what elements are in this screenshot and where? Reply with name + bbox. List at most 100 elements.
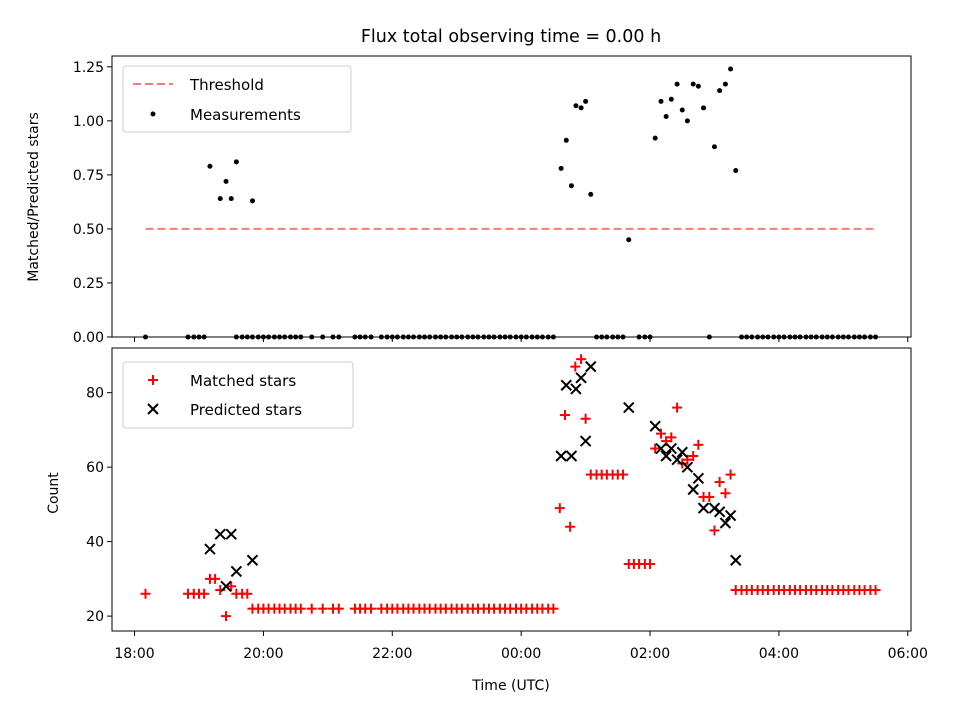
predicted-star-point (660, 450, 672, 462)
legend-threshold-label: Threshold (189, 76, 264, 94)
matched-star-point (725, 469, 736, 480)
measurement-point (658, 98, 664, 104)
chart-title: Flux total observing time = 0.00 h (361, 27, 661, 47)
measurement-point (728, 66, 734, 72)
x-tick-label: 22:00 (372, 646, 412, 662)
legend-predicted-swatch (147, 403, 159, 415)
x-tick-label: 00:00 (501, 646, 541, 662)
matched-star-point (666, 432, 677, 443)
matched-star-point (559, 410, 570, 421)
legend-matched-label: Matched stars (190, 372, 296, 390)
predicted-star-point (570, 383, 582, 395)
top-y-tick-label: 0.50 (73, 222, 104, 238)
predicted-star-point (225, 528, 237, 540)
matched-star-point (306, 603, 317, 614)
measurement-point (652, 135, 658, 141)
measurement-point (573, 103, 579, 109)
matched-star-point (720, 488, 731, 499)
legend-measurements-label: Measurements (190, 106, 301, 124)
top-axes-frame (111, 55, 912, 338)
measurement-point (578, 105, 584, 111)
matched-star-point (199, 588, 210, 599)
measurement-point (711, 144, 717, 150)
measurement-point (733, 168, 739, 174)
measurement-point (558, 165, 564, 171)
bottom-y-tick-label: 60 (86, 460, 104, 476)
matched-star-point (333, 603, 344, 614)
x-tick-label: 18:00 (114, 646, 154, 662)
measurement-point (207, 163, 213, 169)
matched-star-point (210, 573, 221, 584)
matched-star-point (709, 525, 720, 536)
predicted-star-point (687, 483, 699, 496)
legend-matched-swatch (148, 375, 158, 385)
measurement-point (588, 191, 594, 197)
matched-star-point (580, 413, 591, 424)
top-y-tick-label: 0.25 (73, 276, 104, 292)
matched-star-point (693, 439, 704, 450)
x-tick-label: 04:00 (759, 646, 799, 662)
bottom-y-axis-label: Count (46, 472, 62, 514)
bottom-y-tick-label: 40 (86, 535, 104, 551)
predicted-star-point (649, 420, 661, 432)
predicted-star-point (623, 401, 635, 414)
matched-star-point (366, 603, 377, 614)
measurement-point (684, 118, 690, 124)
matched-star-point (295, 603, 306, 614)
matched-star-point (714, 477, 725, 488)
top-y-tick-label: 0.75 (73, 168, 104, 184)
bottom-y-ticks: 20 40 60 80 (86, 386, 112, 625)
predicted-star-point (681, 461, 694, 473)
predicted-star-point (555, 450, 567, 462)
measurement-point (626, 237, 632, 243)
bottom-y-tick-label: 80 (86, 386, 104, 402)
bottom-axes-frame (111, 347, 912, 632)
measurement-point (563, 137, 569, 143)
predicted-star-point (575, 372, 587, 384)
measurement-point (674, 81, 680, 87)
measurement-point (223, 178, 229, 184)
predicted-star-point (692, 472, 705, 485)
matched-star-point (645, 558, 656, 569)
bottom-y-tick-label: 20 (86, 609, 104, 625)
bottom-legend: Matched stars Predicted stars (122, 361, 354, 429)
bottom-x-ticks: 18:00 20:00 22:00 00:00 02:00 04:00 06:00 (114, 631, 928, 662)
measurement-point (679, 107, 685, 113)
x-axis-label: Time (UTC) (471, 678, 549, 694)
measurement-point (217, 196, 223, 202)
predicted-star-point (724, 509, 737, 522)
matched-star-point (650, 443, 661, 454)
x-tick-label: 20:00 (243, 646, 283, 662)
predicted-star-point (560, 379, 572, 391)
legend-measurements-swatch (150, 111, 156, 117)
x-tick-label: 06:00 (888, 646, 928, 662)
matched-star-point (242, 588, 253, 599)
matched-star-point (140, 588, 151, 599)
measurement-point (701, 105, 707, 111)
predicted-star-point (719, 517, 732, 529)
predicted-star-point (665, 442, 678, 455)
matched-star-point (565, 521, 576, 532)
matched-star-point (221, 611, 232, 622)
top-panel: Flux total observing time = 0.00 h 0.000… (26, 27, 912, 346)
matched-star-point (655, 428, 666, 439)
predicted-star-point (671, 454, 683, 466)
top-legend-box (122, 65, 352, 133)
x-tick-label: 02:00 (630, 646, 670, 662)
measurement-point (722, 81, 728, 87)
bottom-count-points (140, 354, 881, 622)
top-legend: Threshold Measurements (122, 65, 352, 133)
top-y-axis-label: Matched/Predicted stars (26, 112, 42, 282)
matched-star-point (226, 581, 237, 592)
measurement-point (695, 83, 701, 89)
matched-star-point (704, 491, 715, 502)
bottom-panel: 20 40 60 80 18:00 20:00 22:00 00:00 02:00 04:00 0… (46, 347, 928, 694)
measurement-point (568, 183, 574, 189)
measurement-point (583, 98, 589, 104)
predicted-star-point (246, 554, 259, 566)
measurement-point (249, 198, 255, 204)
matched-star-point (688, 450, 699, 461)
measurement-point (233, 159, 239, 165)
matched-star-point (576, 354, 587, 365)
matched-star-point (617, 469, 628, 480)
